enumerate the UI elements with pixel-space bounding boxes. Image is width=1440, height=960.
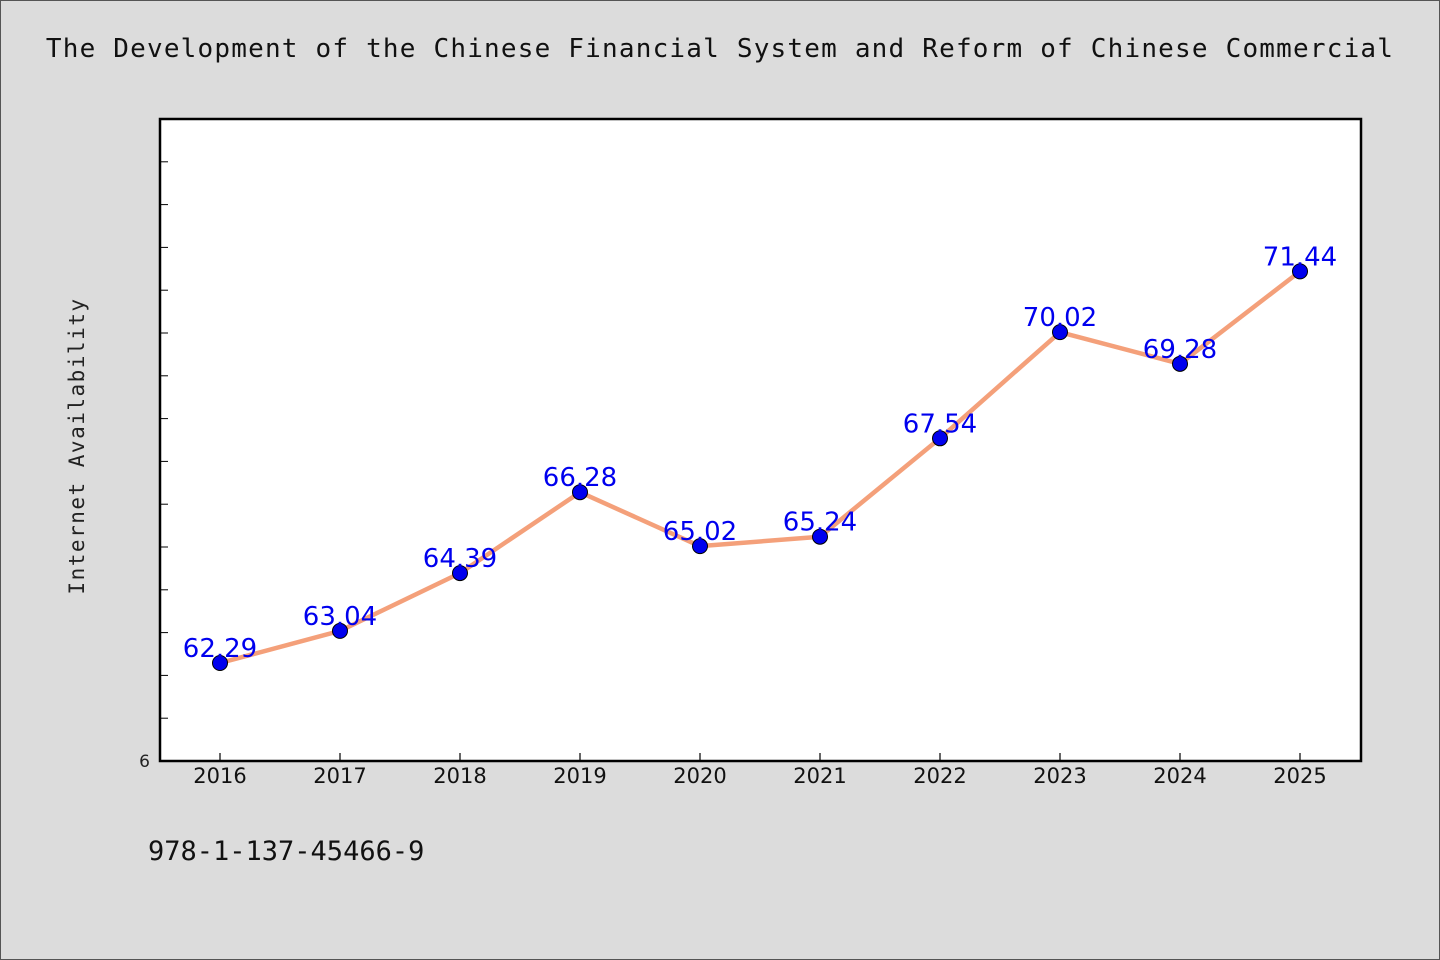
data-point xyxy=(212,654,228,671)
data-label: 69.28 xyxy=(1143,335,1217,365)
plot-area xyxy=(158,117,1363,763)
data-label: 65.02 xyxy=(663,517,737,547)
data-label: 65.24 xyxy=(783,508,857,538)
x-ticks: 2016 2017 2018 2019 2020 2021 2022 2023 2024 2025 xyxy=(193,753,1327,788)
data-label: 71.44 xyxy=(1263,242,1337,272)
x-tick-label: 2019 xyxy=(553,764,606,788)
data-label: 67.54 xyxy=(903,409,977,439)
data-labels: 62.29 63.04 64.39 66.28 65.02 65.24 67.54 70.02… xyxy=(183,242,1337,664)
data-label: 70.02 xyxy=(1023,303,1097,333)
data-label: 66.28 xyxy=(543,463,617,493)
x-tick-label: 2016 xyxy=(193,764,246,788)
x-tick-label: 2021 xyxy=(793,764,846,788)
data-point xyxy=(932,430,948,447)
data-point xyxy=(692,538,708,555)
data-point xyxy=(1172,355,1188,372)
data-label: 63.04 xyxy=(303,602,377,632)
data-point xyxy=(1052,324,1068,341)
x-tick-label: 2025 xyxy=(1273,764,1326,788)
series-line xyxy=(217,269,1303,666)
data-point xyxy=(1292,263,1308,280)
series-lines xyxy=(217,269,1303,666)
chart-title: The Development of the Chinese Financial… xyxy=(45,34,1395,64)
x-tick-label: 2024 xyxy=(1153,764,1206,788)
data-point xyxy=(572,484,588,501)
isbn-text: 978-1-137-45466-9 xyxy=(148,836,425,867)
x-tick-label: 2023 xyxy=(1033,764,1086,788)
x-tick-label: 2020 xyxy=(673,764,726,788)
data-point xyxy=(332,622,348,639)
x-tick-label: 2017 xyxy=(313,764,366,788)
data-point xyxy=(812,528,828,545)
y-ticks: 6 xyxy=(139,161,168,772)
data-point xyxy=(452,565,468,582)
x-tick-label: 2022 xyxy=(913,764,966,788)
data-label: 64.39 xyxy=(423,544,497,574)
data-label: 62.29 xyxy=(183,634,257,664)
data-points xyxy=(212,263,1308,671)
y-tick-label: 6 xyxy=(139,752,150,772)
x-tick-label: 2018 xyxy=(433,764,486,788)
